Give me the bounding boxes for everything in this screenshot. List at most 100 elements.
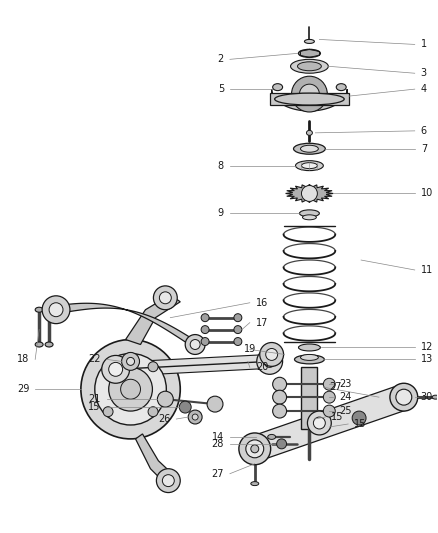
Circle shape — [102, 356, 130, 383]
Circle shape — [234, 326, 242, 334]
Text: 25: 25 — [339, 406, 352, 416]
Circle shape — [264, 356, 276, 367]
Circle shape — [277, 439, 286, 449]
Circle shape — [234, 314, 242, 321]
Circle shape — [273, 404, 286, 418]
Text: 12: 12 — [421, 343, 433, 352]
Circle shape — [239, 433, 271, 465]
Text: 1: 1 — [421, 39, 427, 50]
Text: 26: 26 — [158, 414, 170, 424]
Circle shape — [157, 391, 173, 407]
Circle shape — [109, 362, 123, 376]
Polygon shape — [126, 295, 180, 344]
Circle shape — [323, 391, 335, 403]
Circle shape — [307, 411, 331, 435]
Ellipse shape — [290, 59, 328, 73]
Ellipse shape — [300, 210, 319, 217]
Ellipse shape — [304, 39, 314, 43]
Text: 4: 4 — [421, 84, 427, 94]
Ellipse shape — [298, 50, 320, 58]
Polygon shape — [272, 89, 347, 111]
Circle shape — [201, 326, 209, 334]
Ellipse shape — [298, 344, 320, 351]
Circle shape — [188, 410, 202, 424]
Circle shape — [179, 401, 191, 413]
Circle shape — [207, 396, 223, 412]
Text: 9: 9 — [218, 208, 224, 219]
Text: 7: 7 — [421, 144, 427, 154]
Circle shape — [260, 343, 283, 366]
Text: 27: 27 — [329, 382, 342, 392]
Text: 17: 17 — [256, 318, 268, 328]
Circle shape — [234, 337, 242, 345]
Circle shape — [95, 353, 166, 425]
Circle shape — [390, 383, 418, 411]
Circle shape — [251, 445, 259, 453]
Circle shape — [266, 349, 278, 360]
Circle shape — [120, 379, 141, 399]
Circle shape — [148, 407, 158, 417]
Text: 14: 14 — [212, 432, 224, 442]
Text: 27: 27 — [212, 469, 224, 479]
Circle shape — [396, 389, 412, 405]
Ellipse shape — [301, 163, 318, 168]
Circle shape — [246, 440, 264, 458]
Text: 28: 28 — [212, 439, 224, 449]
Ellipse shape — [35, 342, 43, 347]
Circle shape — [42, 296, 70, 324]
Circle shape — [103, 362, 113, 372]
Ellipse shape — [45, 342, 53, 347]
Circle shape — [162, 475, 174, 487]
Polygon shape — [286, 184, 333, 203]
Circle shape — [273, 390, 286, 404]
Circle shape — [190, 340, 200, 350]
Circle shape — [323, 405, 335, 417]
Circle shape — [109, 367, 152, 411]
Ellipse shape — [303, 215, 316, 220]
Ellipse shape — [294, 355, 324, 364]
Circle shape — [201, 337, 209, 345]
Circle shape — [127, 358, 134, 365]
Circle shape — [273, 377, 286, 391]
Polygon shape — [135, 434, 175, 483]
Text: 16: 16 — [256, 298, 268, 308]
Text: 10: 10 — [421, 189, 433, 198]
Circle shape — [81, 340, 180, 439]
Ellipse shape — [296, 160, 323, 171]
Polygon shape — [46, 303, 205, 347]
Text: 20: 20 — [256, 362, 268, 373]
Text: 18: 18 — [17, 354, 29, 365]
Ellipse shape — [293, 143, 325, 154]
Circle shape — [352, 411, 366, 425]
Circle shape — [257, 349, 283, 374]
Text: 6: 6 — [421, 126, 427, 136]
Text: 19: 19 — [244, 344, 256, 354]
Ellipse shape — [268, 434, 276, 439]
Text: 8: 8 — [218, 160, 224, 171]
Circle shape — [301, 185, 318, 201]
Text: 22: 22 — [88, 354, 101, 365]
Ellipse shape — [307, 131, 312, 135]
Circle shape — [103, 407, 113, 417]
Text: 24: 24 — [339, 392, 352, 402]
Text: 3: 3 — [421, 68, 427, 78]
Ellipse shape — [45, 307, 53, 312]
Circle shape — [156, 469, 180, 492]
Ellipse shape — [275, 93, 344, 105]
Circle shape — [192, 414, 198, 420]
Text: 2: 2 — [218, 54, 224, 64]
Circle shape — [159, 292, 171, 304]
Ellipse shape — [251, 482, 259, 486]
Bar — [270, 93, 349, 105]
Text: 30: 30 — [421, 392, 433, 402]
Circle shape — [300, 84, 319, 104]
Bar — [301, 367, 318, 429]
Ellipse shape — [336, 84, 346, 91]
Circle shape — [148, 362, 158, 372]
Text: 21: 21 — [88, 394, 101, 404]
Circle shape — [323, 378, 335, 390]
Ellipse shape — [297, 62, 321, 71]
Text: 5: 5 — [218, 84, 224, 94]
Text: 23: 23 — [339, 379, 352, 389]
Polygon shape — [251, 385, 408, 461]
